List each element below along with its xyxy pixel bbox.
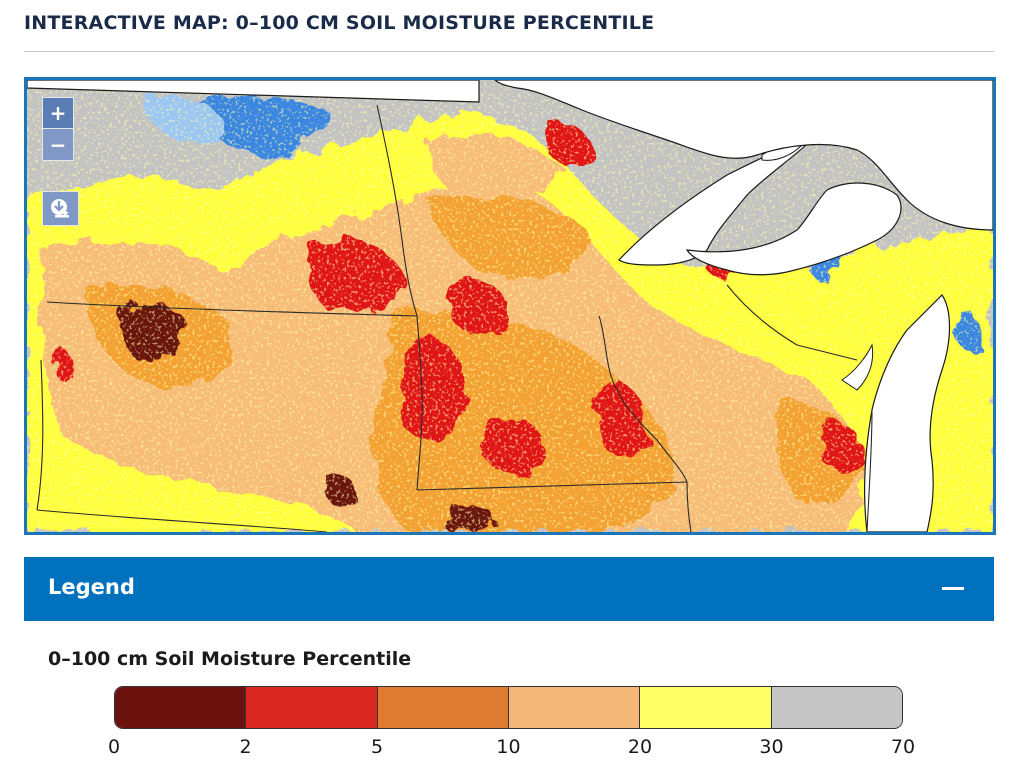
state-borders bbox=[36, 104, 873, 532]
soil-moisture-map[interactable] bbox=[27, 80, 993, 532]
zoom-out-button[interactable]: − bbox=[42, 129, 74, 161]
minus-icon bbox=[942, 587, 964, 590]
pixel-texture bbox=[27, 80, 993, 532]
legend-subtitle: 0–100 cm Soil Moisture Percentile bbox=[48, 648, 412, 670]
map-viewport[interactable]: + − bbox=[24, 77, 996, 535]
download-button[interactable] bbox=[42, 191, 79, 226]
title-divider bbox=[24, 51, 994, 52]
legend-tick-3: 10 bbox=[496, 736, 521, 758]
lake-superior-east bbox=[685, 182, 902, 276]
legend-tick-6: 70 bbox=[890, 736, 916, 758]
legend-swatch-4 bbox=[640, 687, 772, 728]
lake-michigan bbox=[863, 294, 951, 532]
legend-swatch-1 bbox=[246, 687, 378, 728]
legend-tick-4: 20 bbox=[627, 736, 653, 758]
zoom-in-button[interactable]: + bbox=[42, 97, 74, 129]
page-title: INTERACTIVE MAP: 0–100 CM SOIL MOISTURE … bbox=[24, 12, 655, 34]
legend-tick-0: 0 bbox=[107, 736, 121, 758]
legend-swatch-2 bbox=[377, 687, 509, 728]
legend-title: Legend bbox=[48, 575, 135, 599]
legend-header[interactable]: Legend bbox=[24, 557, 994, 621]
green-bay bbox=[841, 343, 874, 391]
ontario-nodata bbox=[494, 80, 993, 231]
legend-tick-1: 2 bbox=[239, 736, 252, 758]
lake-superior bbox=[618, 134, 818, 266]
legend-color-scale bbox=[114, 686, 903, 729]
canada-nodata bbox=[27, 80, 480, 103]
legend-collapse-button[interactable] bbox=[932, 573, 974, 605]
legend-tick-2: 5 bbox=[370, 736, 384, 758]
legend-swatch-5 bbox=[771, 687, 902, 728]
legend-swatch-0 bbox=[115, 687, 247, 728]
zoom-control: + − bbox=[42, 97, 74, 161]
legend-tick-5: 30 bbox=[759, 736, 784, 758]
download-icon bbox=[50, 198, 69, 217]
legend-swatch-3 bbox=[508, 687, 641, 728]
